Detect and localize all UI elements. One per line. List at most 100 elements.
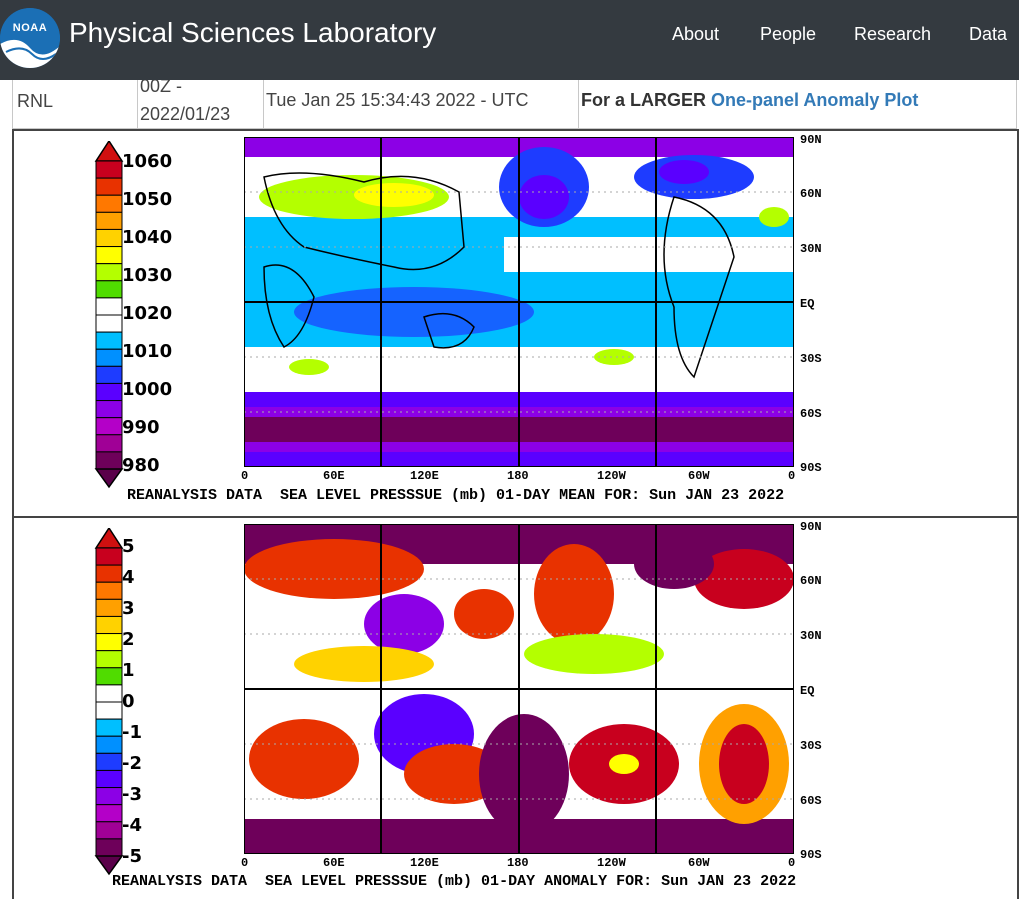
colorbar-swatch <box>95 547 123 566</box>
colorbar-swatch <box>95 838 123 857</box>
info-cell-link: For a LARGER One-panel Anomaly Plot <box>579 80 1016 128</box>
anomaly-cb-label: -2 <box>122 753 142 774</box>
colorbar-swatch <box>95 633 123 652</box>
larger-plot-prefix: For a LARGER <box>581 90 712 110</box>
colorbar-swatch <box>95 400 123 419</box>
colorbar-swatch <box>95 667 123 686</box>
colorbar-swatch <box>95 718 123 737</box>
mean-lat-label: 90S <box>800 461 822 475</box>
colorbar-swatch <box>95 752 123 771</box>
colorbar-swatch <box>95 246 123 265</box>
info-cell-rnl: RNL <box>13 80 138 128</box>
nav-people[interactable]: People <box>760 24 817 44</box>
mean-lat-label: 60N <box>800 187 822 201</box>
mean-cb-label: 1010 <box>122 341 173 362</box>
colorbar-swatch <box>95 701 123 720</box>
anomaly-lat-label: 90N <box>800 520 822 534</box>
mean-cb-label: 1060 <box>122 151 173 172</box>
anomaly-lon-label: 120E <box>410 856 439 870</box>
anomaly-caption: REANALYSIS DATA SEA LEVEL PRESSSUE (mb) … <box>112 873 797 890</box>
anomaly-cb-label: -3 <box>122 784 142 805</box>
mean-cb-label: 1020 <box>122 303 173 324</box>
colorbar-swatch <box>95 365 123 384</box>
mean-plot-panel: 1060 1050 1040 1030 1020 1010 1000 990 9… <box>12 129 1019 518</box>
anomaly-map <box>244 524 794 854</box>
anomaly-lon-label: 120W <box>597 856 626 870</box>
noaa-bird-icon <box>0 8 60 68</box>
anomaly-cb-label: 3 <box>122 598 135 619</box>
colorbar-swatch <box>95 684 123 703</box>
anomaly-lon-label: 0 <box>241 856 249 870</box>
colorbar-swatch <box>95 615 123 635</box>
info-row: RNL 00Z - 2022/01/23 Tue Jan 25 15:34:43… <box>12 80 1017 129</box>
colorbar-swatch <box>95 451 123 470</box>
colorbar-swatch <box>95 297 123 316</box>
anomaly-lat-label: EQ <box>800 684 815 698</box>
anomaly-map-field <box>244 524 794 854</box>
colorbar-swatch <box>95 382 123 402</box>
anomaly-cb-label: -1 <box>122 722 142 743</box>
mean-cb-label: 980 <box>122 455 160 476</box>
anomaly-lat-label: 90S <box>800 848 822 862</box>
colorbar-swatch <box>95 564 123 583</box>
mean-lat-label: 60S <box>800 407 822 421</box>
mean-lat-label: EQ <box>800 297 815 311</box>
anomaly-cb-label: 1 <box>122 660 135 681</box>
nav-about[interactable]: About <box>672 24 720 44</box>
mean-cb-label: 1040 <box>122 227 173 248</box>
mean-map <box>244 137 794 467</box>
mean-lat-label: 30N <box>800 242 822 256</box>
mean-lon-label: 60E <box>323 469 345 483</box>
colorbar-swatch <box>95 581 123 600</box>
anomaly-cb-label: 0 <box>122 691 135 712</box>
anomaly-colorbar <box>94 528 124 876</box>
colorbar-swatch <box>95 211 123 230</box>
colorbar-swatch <box>95 263 123 282</box>
mean-lat-label: 30S <box>800 352 822 366</box>
mean-lat-label: 90N <box>800 133 822 147</box>
timestamp: Tue Jan 25 15:34:43 2022 - UTC <box>266 90 529 110</box>
date-top: 00Z - <box>140 80 183 96</box>
anomaly-plot-panel: 5 4 3 2 1 0 -1 -2 -3 -4 -5 <box>12 516 1019 899</box>
colorbar-swatch <box>95 598 123 617</box>
anomaly-cb-label: -5 <box>122 846 142 867</box>
mean-lon-label: 180 <box>507 469 529 483</box>
colorbar-swatch <box>95 769 123 789</box>
colorbar-swatch <box>95 650 123 669</box>
anomaly-lon-label: 60E <box>323 856 345 870</box>
colorbar-swatch <box>95 434 123 453</box>
colorbar-swatch <box>95 160 123 179</box>
colorbar-swatch <box>95 314 123 333</box>
anomaly-cb-label: 5 <box>122 536 135 557</box>
mean-cb-label: 990 <box>122 417 160 438</box>
mean-caption: REANALYSIS DATA SEA LEVEL PRESSSUE (mb) … <box>127 487 785 504</box>
anomaly-lon-label: 180 <box>507 856 529 870</box>
mean-lon-label: 120E <box>410 469 439 483</box>
noaa-logo[interactable]: NOAA <box>0 8 60 68</box>
nav-research[interactable]: Research <box>854 24 932 44</box>
colorbar-swatch <box>95 787 123 806</box>
one-panel-anomaly-link[interactable]: One-panel Anomaly Plot <box>711 90 919 110</box>
nav-data[interactable]: Data <box>969 24 1008 44</box>
mean-lon-label: 0 <box>241 469 249 483</box>
date-bottom: 2022/01/23 <box>140 104 231 124</box>
mean-lon-label: 60W <box>688 469 710 483</box>
info-cell-timestamp: Tue Jan 25 15:34:43 2022 - UTC <box>264 80 579 128</box>
colorbar-swatch <box>95 804 123 823</box>
anomaly-lat-label: 30S <box>800 739 822 753</box>
mean-cb-label: 1050 <box>122 189 173 210</box>
mean-cb-label: 1030 <box>122 265 173 286</box>
mean-colorbar <box>94 141 124 489</box>
colorbar-swatch <box>95 228 123 248</box>
colorbar-swatch <box>95 821 123 840</box>
anomaly-lon-label: 60W <box>688 856 710 870</box>
colorbar-swatch <box>95 348 123 367</box>
site-header: NOAA Physical Sciences Laboratory About … <box>0 0 1019 80</box>
logo-text: NOAA <box>12 22 48 34</box>
colorbar-swatch <box>95 177 123 196</box>
site-title[interactable]: Physical Sciences Laboratory <box>69 17 437 48</box>
mean-map-field <box>244 137 794 467</box>
colorbar-swatch <box>95 735 123 754</box>
mean-cb-label: 1000 <box>122 379 173 400</box>
mean-lon-label: 120W <box>597 469 626 483</box>
